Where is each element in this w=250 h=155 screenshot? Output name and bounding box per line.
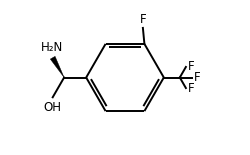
Text: H₂N: H₂N xyxy=(41,41,63,54)
Text: F: F xyxy=(194,71,201,84)
Text: F: F xyxy=(188,60,195,73)
Polygon shape xyxy=(50,56,64,78)
Text: F: F xyxy=(140,13,146,26)
Text: F: F xyxy=(188,82,195,95)
Text: OH: OH xyxy=(43,101,61,114)
